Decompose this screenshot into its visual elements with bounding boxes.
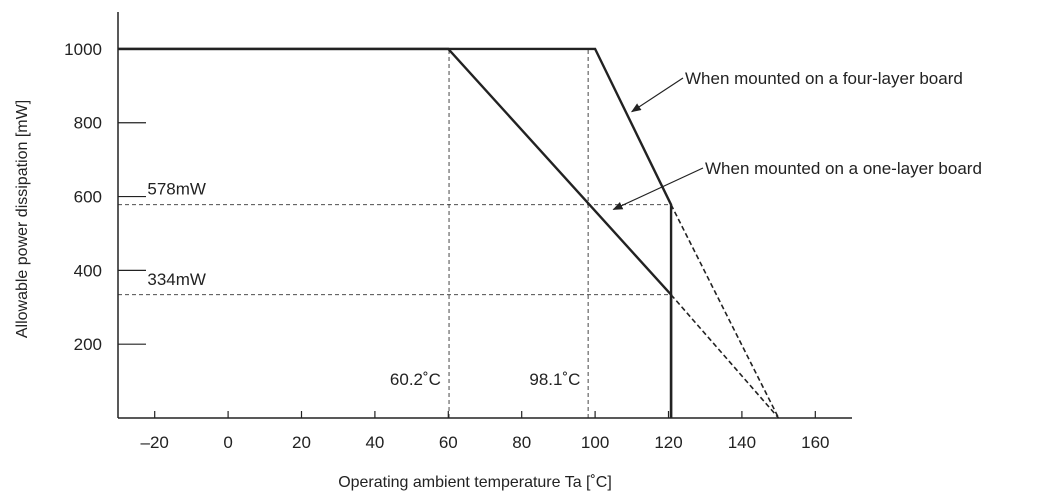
y-tick-label: 200 <box>74 335 102 354</box>
y-tick-label: 1000 <box>64 40 102 59</box>
x-tick-label: 120 <box>654 433 682 452</box>
annotations: 578mW 334mW 60.2˚C 98.1˚C <box>147 180 580 389</box>
series-line-2 <box>118 47 673 418</box>
x-tick-label: 40 <box>365 433 384 452</box>
annotation-label: 60.2˚C <box>390 370 441 389</box>
ticks: –20 0 20 40 60 80 100 120 140 160 200 400 600 800 1000 <box>64 40 829 452</box>
callout-arrow <box>612 167 704 211</box>
callout-label: When mounted on a four-layer board <box>685 69 963 88</box>
y-tick-label: 600 <box>74 188 102 207</box>
axes <box>117 12 852 419</box>
x-tick-label: 20 <box>292 433 311 452</box>
x-tick-label: 140 <box>728 433 756 452</box>
x-tick-label: 60 <box>439 433 458 452</box>
x-tick-label: 0 <box>223 433 232 452</box>
reference-lines <box>118 48 672 418</box>
series-extrapolation-1 <box>670 204 780 419</box>
series-extrapolation-2 <box>670 294 780 419</box>
callout-label: When mounted on a one-layer board <box>705 159 982 178</box>
annotation-label: 578mW <box>147 180 206 199</box>
x-tick-label: 100 <box>581 433 609 452</box>
x-tick-label: –20 <box>141 433 169 452</box>
series-lines <box>118 47 780 419</box>
annotation-label: 334mW <box>147 270 206 289</box>
y-tick-label: 800 <box>74 114 102 133</box>
x-tick-label: 80 <box>512 433 531 452</box>
callout-arrow <box>630 77 684 113</box>
annotation-label: 98.1˚C <box>529 370 580 389</box>
x-tick-label: 160 <box>801 433 829 452</box>
callouts: When mounted on a four-layer board When m… <box>612 69 982 211</box>
y-axis-label: Allowable power dissipation [mW] <box>14 100 31 338</box>
x-axis-label: Operating ambient temperature Ta [˚C] <box>338 474 612 491</box>
y-tick-label: 400 <box>74 261 102 280</box>
